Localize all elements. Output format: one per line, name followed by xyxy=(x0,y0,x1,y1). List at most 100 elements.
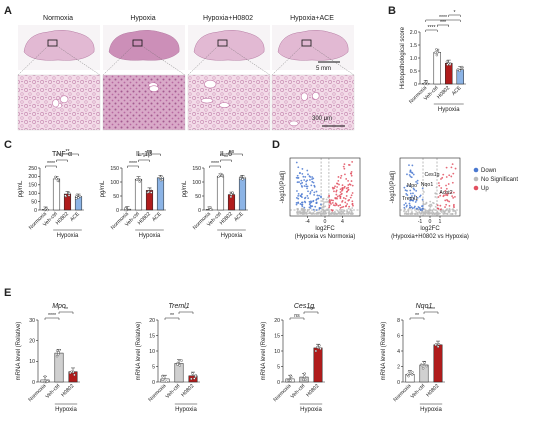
volcano-point xyxy=(422,207,424,210)
volcano-point xyxy=(323,201,326,204)
volcano-point xyxy=(450,166,453,169)
volcano-point xyxy=(301,172,304,175)
volcano-point xyxy=(309,207,312,209)
data-point xyxy=(239,177,242,180)
data-point xyxy=(67,194,71,197)
volcano-point xyxy=(332,187,335,190)
y-tick-label: 1.0 xyxy=(410,56,417,62)
volcano-point xyxy=(322,203,325,206)
chart-e-treml1: 0 5 10 15 20 mRNA level (Relative) Treml1 Normo… xyxy=(136,303,200,413)
volcano-point xyxy=(427,210,430,213)
data-point xyxy=(435,48,438,51)
zoom-guide xyxy=(56,45,101,76)
data-point xyxy=(436,345,440,348)
group-label: Hypoxia xyxy=(300,407,322,413)
data-point xyxy=(437,342,441,346)
volcano-point xyxy=(320,203,322,206)
volcano-point xyxy=(300,193,303,196)
volcano-point xyxy=(309,191,312,193)
volcano-point xyxy=(324,209,326,212)
volcano-point xyxy=(413,194,416,197)
lung-section xyxy=(23,30,95,61)
x-axis-label: log2FC xyxy=(420,226,440,232)
volcano-point xyxy=(329,200,331,202)
data-point xyxy=(425,80,428,84)
volcano-point xyxy=(305,212,308,214)
volcano-point xyxy=(442,195,445,198)
bar-ace xyxy=(238,177,247,211)
x-tick-label: H0802 xyxy=(55,211,70,226)
volcano-point xyxy=(440,187,443,189)
sig-bracket xyxy=(56,153,79,156)
volcano-point xyxy=(344,197,347,200)
volcano-point xyxy=(437,196,440,198)
volcano-point xyxy=(311,178,313,180)
volcano-point xyxy=(411,164,414,167)
volcano-point xyxy=(313,213,316,215)
volcano-point xyxy=(308,175,311,177)
lung-section xyxy=(193,30,265,61)
data-point xyxy=(446,63,449,66)
high-magnification-row xyxy=(17,74,355,131)
data-point xyxy=(161,178,164,181)
volcano-point xyxy=(319,213,322,215)
volcano-point xyxy=(415,199,418,202)
x-tick-label: ACE xyxy=(151,211,163,223)
volcano-point xyxy=(312,199,315,202)
volcano-point xyxy=(306,169,309,172)
group-label: Hypoxia xyxy=(57,233,79,239)
y-tick-label: 0 xyxy=(32,380,35,386)
volcano-point xyxy=(342,197,345,199)
lung-highmag xyxy=(102,74,186,131)
gene-annotation: Acot2 xyxy=(439,190,452,196)
x-tick-label: Normoxia xyxy=(272,383,292,403)
data-point xyxy=(77,196,80,199)
volcano-point xyxy=(297,197,300,200)
volcano-point xyxy=(339,177,342,179)
volcano-point xyxy=(333,190,335,193)
data-point xyxy=(55,349,59,352)
volcano-point xyxy=(418,206,421,209)
volcano-point xyxy=(343,210,346,212)
x-tick-label: -1 xyxy=(418,219,423,225)
sig-label: ns xyxy=(229,149,235,155)
volcano-point xyxy=(436,210,439,213)
sig-bracket xyxy=(44,317,60,320)
volcano-point xyxy=(309,192,312,195)
data-point xyxy=(435,53,439,57)
volcano-point xyxy=(325,198,328,201)
volcano-point xyxy=(315,209,318,211)
volcano-point xyxy=(345,195,348,197)
volcano-point xyxy=(442,212,445,215)
volcano-point xyxy=(313,185,316,188)
panel-label-b: B xyxy=(388,5,396,17)
volcano-point xyxy=(405,213,408,215)
data-point xyxy=(303,372,306,375)
volcano-point xyxy=(428,208,431,210)
volcano-point xyxy=(332,199,334,202)
volcano-point xyxy=(310,184,313,187)
volcano-point xyxy=(448,200,451,203)
volcano-point xyxy=(321,206,324,209)
volcano-point xyxy=(320,210,323,213)
volcano-point xyxy=(330,199,333,202)
volcano-point xyxy=(408,174,411,176)
low-magnification-row xyxy=(17,25,355,76)
volcano-point xyxy=(409,196,412,199)
group-label-hypoxia-ace: Hypoxia+ACE xyxy=(290,15,334,22)
volcano-point xyxy=(322,211,325,214)
volcano-point xyxy=(435,203,438,206)
volcano-point xyxy=(347,207,350,210)
y-tick-label: 20 xyxy=(274,318,280,324)
data-point xyxy=(420,364,424,367)
alveolar-space xyxy=(311,92,320,100)
group-label: Hypoxia xyxy=(221,233,243,239)
bar-h0802 xyxy=(445,62,453,85)
volcano-point xyxy=(328,206,331,209)
volcano-point xyxy=(446,213,449,215)
chart-title: IL-1β xyxy=(136,151,152,158)
data-point xyxy=(56,179,60,183)
sig-label: * xyxy=(61,155,63,161)
alveolar-space xyxy=(289,120,299,127)
data-point xyxy=(161,176,164,179)
